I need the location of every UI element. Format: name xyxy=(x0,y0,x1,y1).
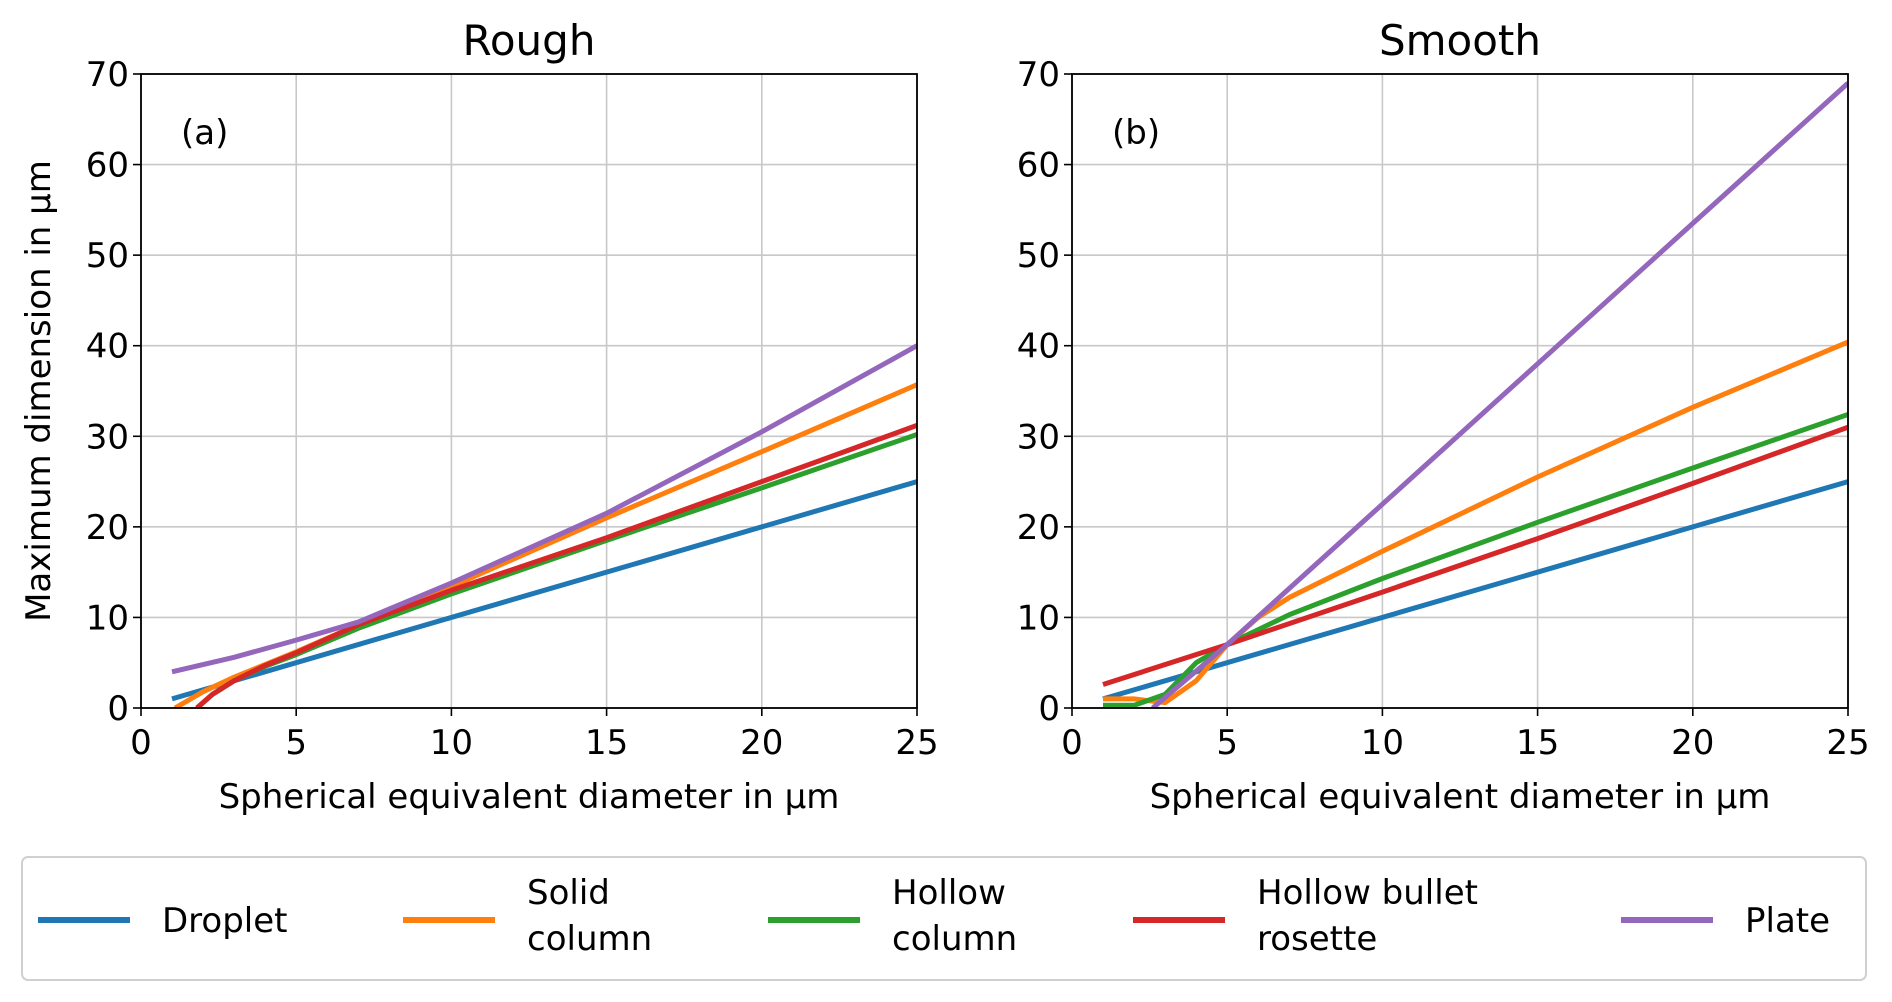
x-tick-label: 25 xyxy=(1826,723,1869,763)
panel-label: (a) xyxy=(181,113,228,153)
x-axis-label: Spherical equivalent diameter in µm xyxy=(219,777,840,817)
panel-label: (b) xyxy=(1112,113,1160,153)
y-axis-label: Maximum dimension in µm xyxy=(19,160,59,622)
legend-label: Plate xyxy=(1745,901,1830,941)
series-line-plate xyxy=(1151,81,1848,708)
chart-title: Rough xyxy=(463,16,596,65)
legend-label: rosette xyxy=(1257,919,1377,959)
y-tick-label: 60 xyxy=(86,146,129,186)
y-tick-label: 50 xyxy=(86,236,129,276)
x-tick-label: 25 xyxy=(895,723,938,763)
x-tick-label: 10 xyxy=(430,723,473,763)
chart-title: Smooth xyxy=(1379,16,1541,65)
legend-label: column xyxy=(527,919,652,959)
y-tick-label: 30 xyxy=(86,417,129,457)
legend-label: Solid xyxy=(527,873,610,913)
y-tick-label: 40 xyxy=(1017,327,1060,367)
legend-label: Hollow xyxy=(892,873,1006,913)
y-tick-label: 40 xyxy=(86,327,129,367)
y-tick-label: 60 xyxy=(1017,146,1060,186)
x-tick-label: 15 xyxy=(1516,723,1559,763)
panel-rough: 0 5 10 15 20 25 0 10 20 30 40 50 60 70 Rough (a) Spheric… xyxy=(19,16,939,817)
axes-frame xyxy=(1071,73,1849,709)
legend: Droplet Solid column Hollow column Hollow bul… xyxy=(21,856,1867,981)
x-tick-label: 10 xyxy=(1361,723,1404,763)
y-tick-label: 70 xyxy=(1017,55,1060,95)
x-tick-label: 5 xyxy=(285,723,307,763)
x-tick-label: 0 xyxy=(1061,723,1083,763)
y-tick-label: 30 xyxy=(1017,417,1060,457)
legend-label: Hollow bullet xyxy=(1257,873,1478,913)
y-tick-label: 70 xyxy=(86,55,129,95)
legend-frame xyxy=(21,856,1867,981)
y-tick-label: 0 xyxy=(1038,689,1060,729)
y-tick-label: 50 xyxy=(1017,236,1060,276)
panel-smooth: 0 5 10 15 20 25 0 10 20 30 40 50 60 70 Smooth (b) Spheri… xyxy=(1017,16,1870,817)
y-tick-label: 10 xyxy=(86,598,129,638)
x-tick-label: 5 xyxy=(1216,723,1238,763)
series-line-hollow-column xyxy=(195,432,917,708)
axes-frame xyxy=(140,73,918,709)
x-axis-label: Spherical equivalent diameter in µm xyxy=(1150,777,1771,817)
x-tick-label: 20 xyxy=(1671,723,1714,763)
y-tick-label: 20 xyxy=(1017,508,1060,548)
series-line-hollow-column xyxy=(1103,412,1848,708)
y-tick-label: 0 xyxy=(107,689,129,729)
x-tick-label: 0 xyxy=(130,723,152,763)
legend-label: column xyxy=(892,919,1017,959)
y-tick-label: 20 xyxy=(86,508,129,548)
y-tick-label: 10 xyxy=(1017,598,1060,638)
x-tick-label: 15 xyxy=(585,723,628,763)
series-line-droplet xyxy=(171,479,917,702)
series-line-hollow-bullet-rosette xyxy=(1102,424,1848,687)
legend-label: Droplet xyxy=(162,901,288,941)
series-line-plate xyxy=(171,343,917,675)
series-line-hollow-bullet-rosette xyxy=(195,423,917,708)
x-tick-label: 20 xyxy=(740,723,783,763)
series-line-droplet xyxy=(1102,479,1848,702)
